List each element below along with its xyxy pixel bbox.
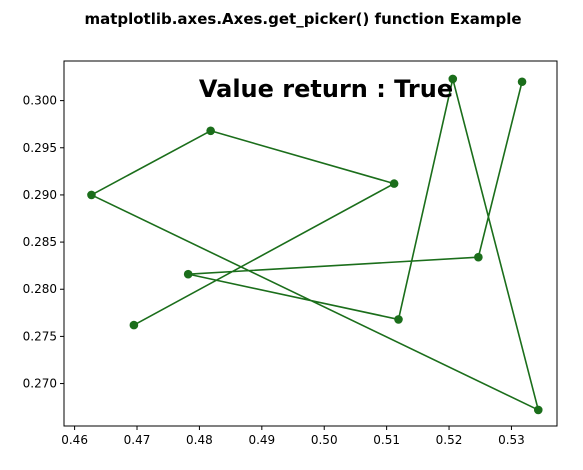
y-tick-label: 0.295	[23, 141, 57, 155]
data-point	[206, 126, 215, 136]
x-tick-label: 0.52	[436, 433, 463, 447]
series-line	[90, 78, 540, 411]
x-tick-label: 0.49	[248, 433, 275, 447]
data-point	[87, 190, 96, 200]
y-tick-label: 0.275	[23, 329, 57, 343]
x-tick-label: 0.53	[498, 433, 525, 447]
data-point	[389, 179, 399, 188]
y-axis: 0.270 0.275 0.280 0.285 0.290 0.295 0.300	[23, 94, 64, 391]
y-tick-label: 0.280	[23, 282, 57, 296]
data-point	[533, 405, 543, 415]
x-tick-label: 0.51	[373, 433, 400, 447]
x-tick-label: 0.48	[186, 433, 213, 447]
y-tick-label: 0.285	[23, 235, 57, 249]
data-point	[183, 269, 193, 279]
plot-area	[63, 60, 558, 427]
data-point	[517, 77, 527, 87]
chart-annotation: Value return : True	[199, 75, 453, 103]
data-point	[448, 74, 458, 84]
data-point	[394, 315, 403, 324]
y-tick-label: 0.300	[23, 94, 57, 108]
series-layer	[87, 74, 543, 415]
x-tick-label: 0.47	[124, 433, 151, 447]
chart-title: matplotlib.axes.Axes.get_picker() functi…	[84, 10, 521, 28]
x-axis: 0.46 0.47 0.48 0.49 0.50 0.51 0.52 0.53	[61, 426, 525, 447]
x-tick-label: 0.46	[61, 433, 88, 447]
y-tick-label: 0.270	[23, 377, 57, 391]
x-tick-label: 0.50	[311, 433, 338, 447]
data-point	[474, 252, 483, 262]
data-point	[129, 320, 139, 330]
plot-frame	[63, 60, 558, 427]
y-tick-label: 0.290	[23, 188, 57, 202]
